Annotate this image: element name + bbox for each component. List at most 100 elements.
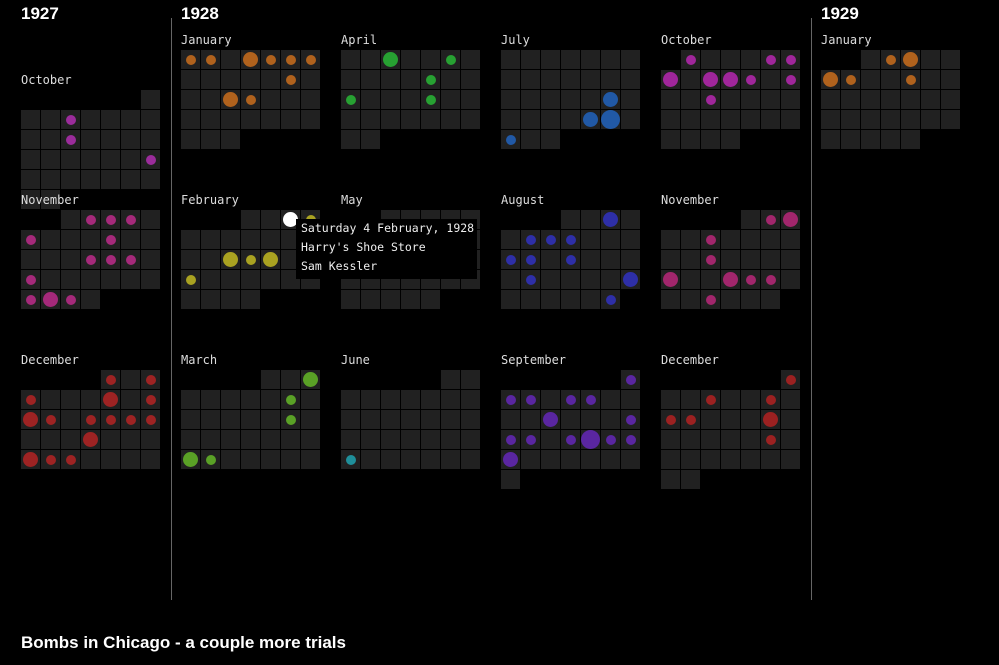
- day-cell[interactable]: [501, 410, 520, 429]
- day-cell[interactable]: [181, 230, 200, 249]
- event-dot[interactable]: [85, 414, 96, 425]
- day-cell[interactable]: [61, 150, 80, 169]
- day-cell[interactable]: [181, 130, 200, 149]
- event-dot[interactable]: [525, 254, 536, 265]
- day-cell[interactable]: [561, 210, 580, 229]
- day-cell[interactable]: [21, 190, 40, 209]
- day-cell[interactable]: [741, 410, 760, 429]
- day-cell[interactable]: [341, 130, 360, 149]
- day-cell[interactable]: [261, 70, 280, 89]
- day-cell[interactable]: [281, 250, 300, 269]
- day-cell[interactable]: [521, 110, 540, 129]
- day-cell[interactable]: [681, 230, 700, 249]
- day-cell[interactable]: [741, 210, 760, 229]
- day-cell[interactable]: [621, 90, 640, 109]
- day-cell[interactable]: [661, 130, 680, 149]
- day-cell[interactable]: [221, 450, 240, 469]
- day-cell[interactable]: [301, 90, 320, 109]
- day-cell[interactable]: [721, 450, 740, 469]
- day-cell[interactable]: [461, 50, 480, 69]
- day-cell[interactable]: [201, 130, 220, 149]
- day-cell[interactable]: [121, 430, 140, 449]
- day-cell[interactable]: [341, 390, 360, 409]
- day-cell[interactable]: [201, 230, 220, 249]
- event-dot[interactable]: [625, 414, 636, 425]
- event-dot[interactable]: [625, 434, 636, 445]
- event-dot[interactable]: [823, 72, 838, 87]
- day-cell[interactable]: [741, 290, 760, 309]
- day-cell[interactable]: [521, 410, 540, 429]
- day-cell[interactable]: [401, 430, 420, 449]
- day-cell[interactable]: [761, 230, 780, 249]
- event-dot[interactable]: [845, 74, 856, 85]
- day-cell[interactable]: [141, 230, 160, 249]
- event-dot[interactable]: [45, 414, 56, 425]
- day-cell[interactable]: [941, 110, 960, 129]
- day-cell[interactable]: [741, 230, 760, 249]
- event-dot[interactable]: [285, 74, 296, 85]
- day-cell[interactable]: [581, 290, 600, 309]
- day-cell[interactable]: [581, 450, 600, 469]
- day-cell[interactable]: [741, 430, 760, 449]
- day-cell[interactable]: [261, 210, 280, 229]
- event-dot[interactable]: [505, 434, 516, 445]
- day-cell[interactable]: [861, 90, 880, 109]
- day-cell[interactable]: [681, 470, 700, 489]
- day-cell[interactable]: [121, 450, 140, 469]
- event-dot[interactable]: [723, 72, 738, 87]
- day-cell[interactable]: [401, 90, 420, 109]
- day-cell[interactable]: [521, 70, 540, 89]
- event-dot[interactable]: [285, 394, 296, 405]
- day-cell[interactable]: [541, 430, 560, 449]
- day-cell[interactable]: [41, 390, 60, 409]
- event-dot[interactable]: [525, 274, 536, 285]
- day-cell[interactable]: [281, 90, 300, 109]
- event-dot[interactable]: [603, 212, 618, 227]
- day-cell[interactable]: [761, 450, 780, 469]
- day-cell[interactable]: [121, 370, 140, 389]
- day-cell[interactable]: [301, 450, 320, 469]
- day-cell[interactable]: [741, 250, 760, 269]
- event-dot[interactable]: [505, 254, 516, 265]
- day-cell[interactable]: [741, 390, 760, 409]
- day-cell[interactable]: [81, 390, 100, 409]
- day-cell[interactable]: [141, 170, 160, 189]
- day-cell[interactable]: [341, 70, 360, 89]
- day-cell[interactable]: [41, 230, 60, 249]
- day-cell[interactable]: [921, 90, 940, 109]
- day-cell[interactable]: [601, 270, 620, 289]
- day-cell[interactable]: [441, 450, 460, 469]
- event-dot[interactable]: [223, 252, 238, 267]
- day-cell[interactable]: [41, 190, 60, 209]
- day-cell[interactable]: [621, 70, 640, 89]
- day-cell[interactable]: [61, 410, 80, 429]
- day-cell[interactable]: [441, 390, 460, 409]
- day-cell[interactable]: [661, 250, 680, 269]
- day-cell[interactable]: [121, 130, 140, 149]
- day-cell[interactable]: [261, 430, 280, 449]
- day-cell[interactable]: [781, 390, 800, 409]
- event-dot[interactable]: [305, 54, 316, 65]
- event-dot[interactable]: [545, 234, 556, 245]
- day-cell[interactable]: [941, 90, 960, 109]
- day-cell[interactable]: [701, 50, 720, 69]
- day-cell[interactable]: [61, 430, 80, 449]
- day-cell[interactable]: [181, 90, 200, 109]
- day-cell[interactable]: [241, 450, 260, 469]
- day-cell[interactable]: [261, 110, 280, 129]
- event-dot[interactable]: [223, 92, 238, 107]
- event-dot[interactable]: [665, 414, 676, 425]
- event-dot[interactable]: [103, 392, 118, 407]
- day-cell[interactable]: [181, 430, 200, 449]
- day-cell[interactable]: [881, 90, 900, 109]
- event-dot[interactable]: [45, 454, 56, 465]
- event-dot[interactable]: [583, 112, 598, 127]
- event-dot[interactable]: [43, 292, 58, 307]
- day-cell[interactable]: [401, 50, 420, 69]
- day-cell[interactable]: [881, 130, 900, 149]
- day-cell[interactable]: [401, 410, 420, 429]
- event-dot[interactable]: [345, 94, 356, 105]
- day-cell[interactable]: [261, 270, 280, 289]
- day-cell[interactable]: [761, 110, 780, 129]
- day-cell[interactable]: [781, 450, 800, 469]
